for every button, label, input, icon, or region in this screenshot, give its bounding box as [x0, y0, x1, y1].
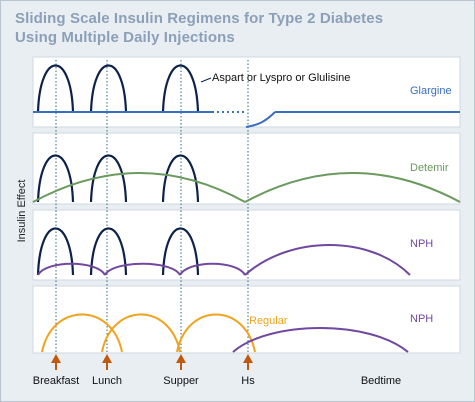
- injection-arrow-3: [176, 354, 186, 363]
- rapid-label-leader: [200, 77, 212, 83]
- rapid-insulin-curve-3-1: [36, 227, 75, 276]
- timepoint-label-hs: Hs: [241, 375, 255, 387]
- nph-curve-3: [179, 262, 246, 276]
- basal-label-nph-2: NPH: [410, 313, 433, 325]
- injection-arrow-1: [51, 354, 61, 363]
- nph-curve-1: [37, 262, 106, 276]
- timepoint-label-bedtime: Bedtime: [361, 375, 401, 387]
- detemir-curve-1: [32, 172, 246, 203]
- nph-curve-4: [232, 327, 409, 353]
- injection-arrow-2: [102, 354, 112, 363]
- panel-1: [32, 56, 461, 128]
- injection-arrow-4: [243, 354, 253, 363]
- detemir-curve-2: [244, 172, 461, 203]
- regular-curve-3: [176, 313, 256, 353]
- rapid-insulin-curve-1-3: [161, 64, 200, 113]
- rapid-insulin-curve-2-2: [89, 154, 128, 203]
- panel-3: [32, 209, 461, 281]
- rapid-insulin-curve-1-1: [36, 64, 75, 113]
- regular-insulin-label: Regular: [249, 315, 288, 327]
- rapid-insulin-curve-3-2: [89, 227, 128, 276]
- timepoint-label-lunch: Lunch: [92, 375, 122, 387]
- figure-title-line-1: Sliding Scale Insulin Regimens for Type …: [15, 10, 384, 27]
- timepoint-label-breakfast: Breakfast: [33, 375, 79, 387]
- regular-curve-1: [41, 313, 123, 353]
- nph-curve-bedtime: [244, 244, 411, 276]
- regular-curve-2: [101, 313, 181, 353]
- rapid-insulin-curve-1-2: [89, 64, 128, 113]
- rapid-insulin-label: Aspart or Lyspro or Glulisine: [212, 72, 350, 84]
- rapid-insulin-curve-2-3: [161, 154, 200, 203]
- panel-2: [32, 132, 461, 205]
- basal-label-nph-1: NPH: [410, 238, 433, 250]
- glargine-onset-curve: [245, 111, 276, 128]
- rapid-insulin-curve-2-1: [36, 154, 75, 203]
- timepoint-label-supper: Supper: [163, 375, 199, 387]
- rapid-insulin-curve-3-3: [161, 227, 200, 276]
- nph-curve-2: [104, 262, 181, 276]
- basal-label-glargine: Glargine: [410, 85, 452, 97]
- figure-title-line-2: Using Multiple Daily Injections: [15, 29, 235, 46]
- basal-label-detemir: Detemir: [410, 162, 449, 174]
